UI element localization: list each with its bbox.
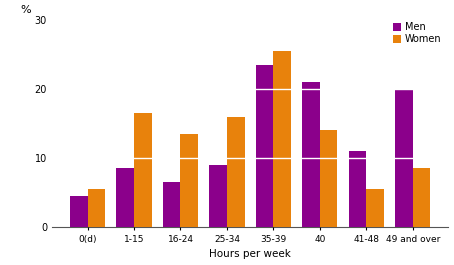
Bar: [273, 51, 291, 227]
Bar: [163, 182, 180, 227]
Bar: [320, 130, 337, 227]
Bar: [302, 82, 320, 227]
Bar: [227, 117, 245, 227]
Bar: [413, 169, 430, 227]
Bar: [180, 134, 198, 227]
Text: %: %: [20, 6, 31, 15]
Bar: [134, 113, 152, 227]
X-axis label: Hours per week: Hours per week: [209, 249, 291, 259]
Bar: [209, 165, 227, 227]
Bar: [256, 65, 273, 227]
Bar: [116, 169, 134, 227]
Legend: Men, Women: Men, Women: [391, 20, 444, 46]
Bar: [88, 189, 105, 227]
Bar: [366, 189, 384, 227]
Bar: [70, 196, 88, 227]
Bar: [395, 89, 413, 227]
Bar: [349, 151, 366, 227]
